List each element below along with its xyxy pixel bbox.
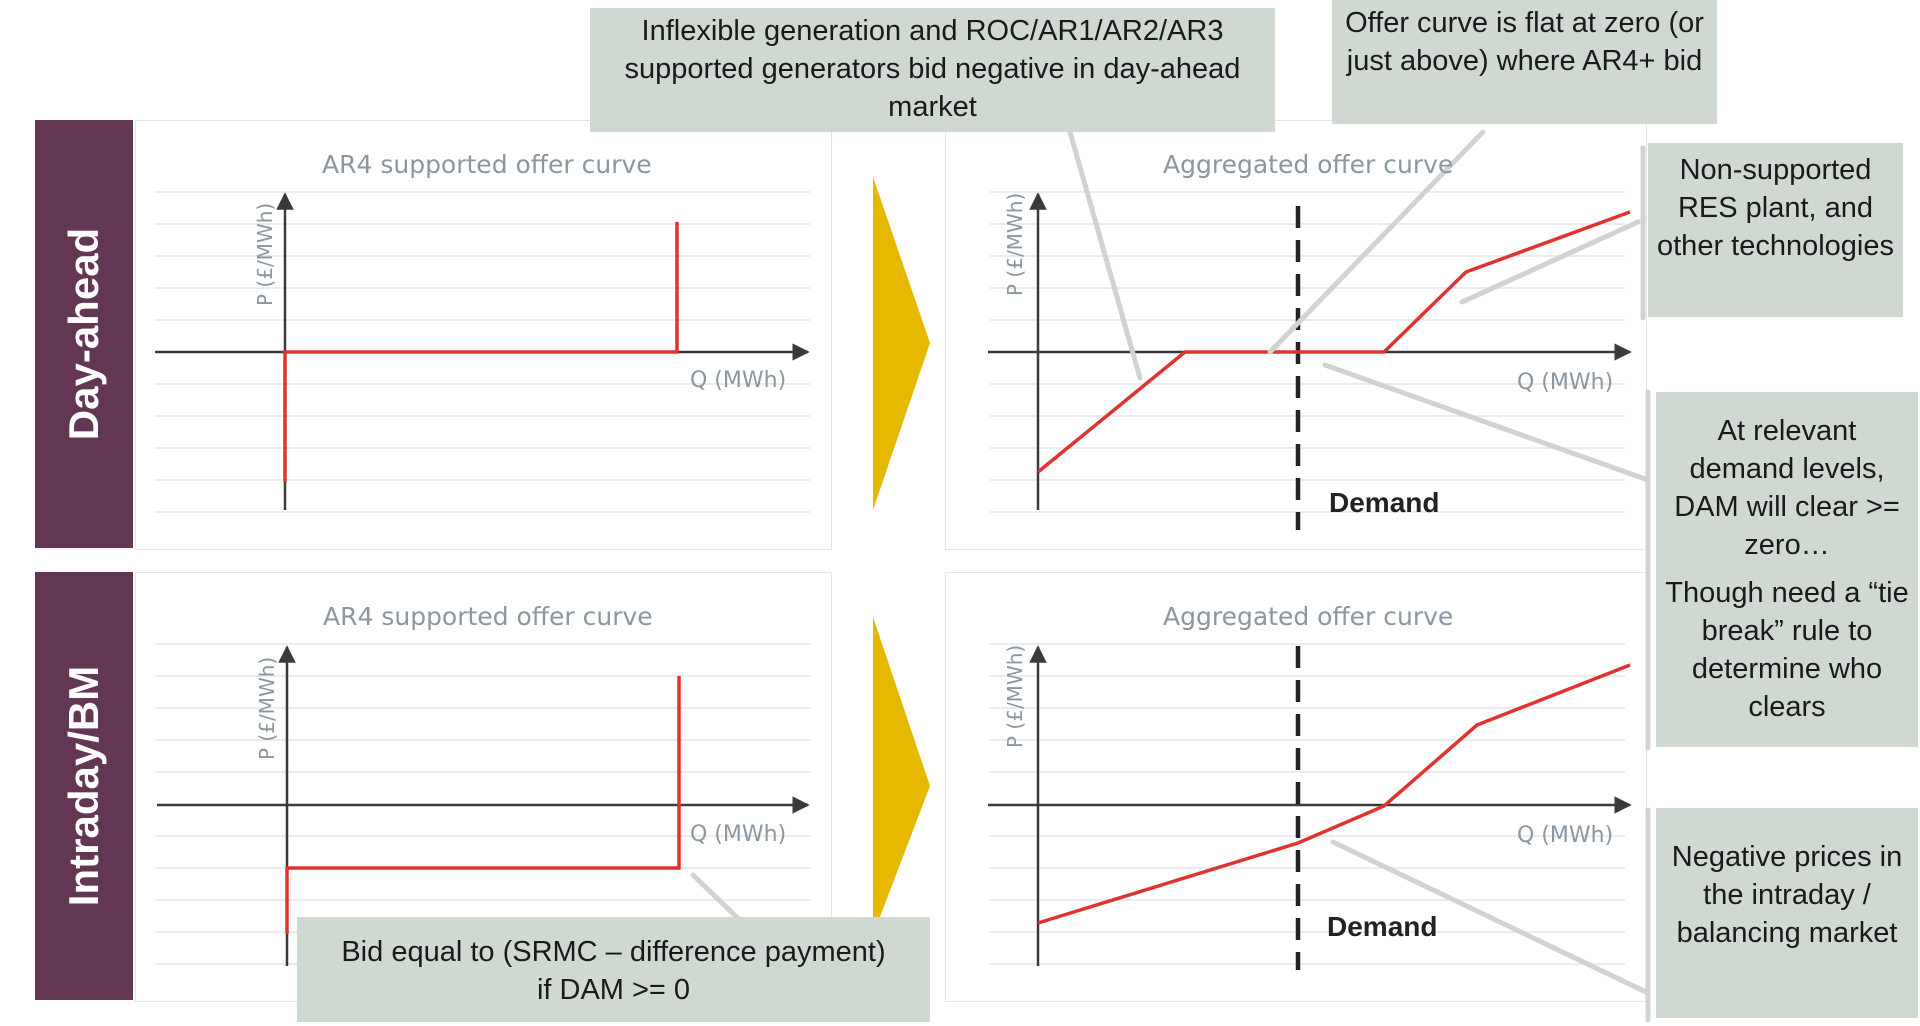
callout-bid-srmc: Bid equal to (SRMC – difference payment)… bbox=[297, 917, 930, 1022]
arrow-day-ahead bbox=[873, 177, 930, 510]
x-axis-label-intraday-aggregated: Q (MWh) bbox=[1517, 823, 1614, 848]
panel-day-ahead-ar4 bbox=[135, 120, 832, 550]
row-label-intraday-bm-text: Intraday/BM bbox=[60, 665, 107, 907]
y-axis-label-day-ahead-ar4: P (£/MWh) bbox=[253, 202, 277, 306]
callout-non-supported-res-text: Non-supported RES plant, and other techn… bbox=[1657, 154, 1894, 262]
panel-day-ahead-aggregated bbox=[945, 120, 1647, 550]
y-axis-label-day-ahead-aggregated: P (£/MWh) bbox=[1003, 192, 1027, 296]
callout-non-supported-res: Non-supported RES plant, and other techn… bbox=[1648, 143, 1903, 317]
chart-title-day-ahead-ar4: AR4 supported offer curve bbox=[322, 150, 652, 179]
x-axis-label-day-ahead-ar4: Q (MWh) bbox=[690, 368, 787, 393]
row-label-intraday-bm: Intraday/BM bbox=[35, 572, 133, 1000]
row-label-day-ahead: Day-ahead bbox=[35, 120, 133, 548]
y-axis-label-intraday-ar4: P (£/MWh) bbox=[255, 656, 279, 760]
chart-title-intraday-ar4: AR4 supported offer curve bbox=[323, 602, 653, 631]
callout-negative-prices-text: Negative prices in the intraday / balanc… bbox=[1671, 841, 1903, 949]
row-label-day-ahead-text: Day-ahead bbox=[60, 227, 107, 441]
callout-inflexible-generation-text: Inflexible generation and ROC/AR1/AR2/AR… bbox=[624, 15, 1241, 123]
chart-title-intraday-aggregated: Aggregated offer curve bbox=[1163, 602, 1454, 631]
callout-flat-offer-curve-text: Offer curve is flat at zero (or just abo… bbox=[1345, 7, 1704, 77]
x-axis-label-intraday-ar4: Q (MWh) bbox=[690, 822, 787, 847]
panel-intraday-aggregated bbox=[945, 572, 1647, 1002]
callout-bid-srmc-text: Bid equal to (SRMC – difference payment)… bbox=[341, 936, 886, 1006]
callout-flat-offer-curve: Offer curve is flat at zero (or just abo… bbox=[1332, 0, 1717, 124]
arrow-intraday bbox=[873, 617, 930, 935]
demand-label-intraday: Demand bbox=[1327, 911, 1438, 942]
callout-tie-break-text: Though need a “tie break” rule to determ… bbox=[1665, 577, 1909, 723]
callout-dam-clear-text: At relevant demand levels, DAM will clea… bbox=[1674, 415, 1900, 561]
callout-dam-clear: At relevant demand levels, DAM will clea… bbox=[1656, 392, 1918, 747]
demand-label-day-ahead: Demand bbox=[1329, 487, 1440, 518]
callout-negative-prices: Negative prices in the intraday / balanc… bbox=[1656, 808, 1918, 1018]
y-axis-label-intraday-aggregated: P (£/MWh) bbox=[1003, 644, 1027, 748]
chart-title-day-ahead-aggregated: Aggregated offer curve bbox=[1163, 150, 1454, 179]
x-axis-label-day-ahead-aggregated: Q (MWh) bbox=[1517, 370, 1614, 395]
callout-inflexible-generation: Inflexible generation and ROC/AR1/AR2/AR… bbox=[590, 8, 1275, 132]
